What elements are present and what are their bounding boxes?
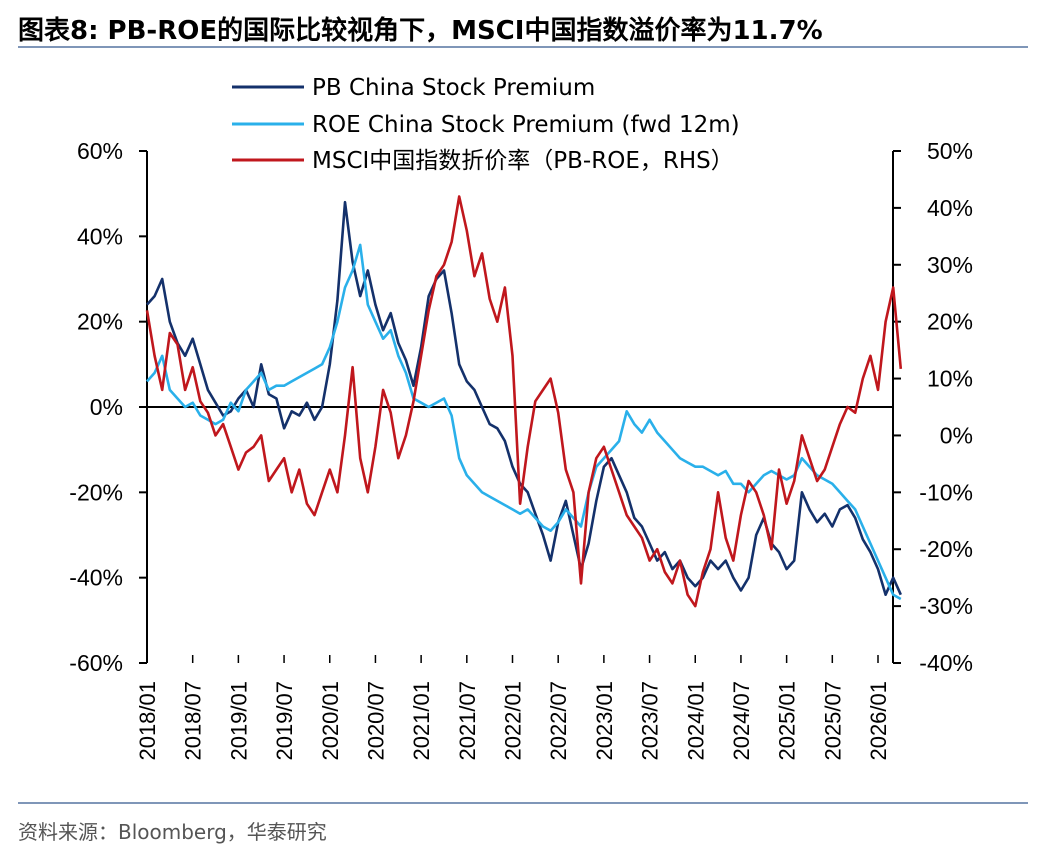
x-tick-label: 2018/01	[135, 681, 160, 761]
left-tick-label: -60%	[69, 650, 123, 676]
legend-label-1: PB China Stock Premium	[312, 75, 595, 101]
right-tick-label: -10%	[919, 479, 973, 505]
legend-label-3: MSCI中国指数折价率（PB-ROE，RHS）	[312, 148, 734, 174]
x-tick-label: 2022/01	[501, 681, 526, 761]
right-tick-label: 50%	[927, 138, 973, 164]
x-tick-label: 2024/01	[683, 681, 708, 761]
left-tick-label: 60%	[77, 138, 123, 164]
chart-title: 图表8: PB-ROE的国际比较视角下，MSCI中国指数溢价率为11.7%	[18, 16, 823, 46]
series-line-1	[146, 200, 902, 597]
right-tick-label: 0%	[940, 422, 973, 448]
left-tick-label: 20%	[77, 309, 123, 335]
source-note: 资料来源：Bloomberg，华泰研究	[18, 820, 327, 844]
x-tick-label: 2025/07	[820, 681, 845, 761]
right-tick-label: -30%	[919, 593, 973, 619]
left-tick-label: -40%	[69, 565, 123, 591]
legend-label-2: ROE China Stock Premium (fwd 12m)	[312, 112, 740, 138]
x-tick-label: 2020/01	[318, 681, 343, 761]
left-tick-label: 0%	[90, 394, 123, 420]
series-line-2	[146, 243, 902, 601]
x-tick-label: 2023/07	[638, 681, 663, 761]
x-tick-label: 2021/07	[455, 681, 480, 761]
x-tick-label: 2021/01	[409, 681, 434, 761]
right-tick-label: -20%	[919, 536, 973, 562]
legend: PB China Stock Premium ROE China Stock Pr…	[232, 75, 740, 174]
right-tick-label: -40%	[919, 650, 973, 676]
x-tick-label: 2019/07	[272, 681, 297, 761]
x-tick-label: 2024/07	[729, 681, 754, 761]
footer-rule	[18, 802, 1028, 804]
right-tick-label: 10%	[927, 366, 973, 392]
right-tick-label: 20%	[927, 309, 973, 335]
x-tick-label: 2022/07	[546, 681, 571, 761]
x-tick-label: 2023/01	[592, 681, 617, 761]
series-line-3	[145, 195, 903, 608]
axes-layer: 60% 40% 20% 0% -20% -40% -60% 50% 40% 30% 20% 10% 0%…	[69, 138, 973, 761]
title-rule	[18, 46, 1028, 48]
x-tick-label: 2026/01	[866, 681, 891, 761]
x-tick-label: 2018/07	[181, 681, 206, 761]
left-tick-label: 40%	[77, 223, 123, 249]
series-layer	[145, 195, 903, 608]
x-tick-label: 2025/01	[775, 681, 800, 761]
x-tick-label: 2020/07	[363, 681, 388, 761]
x-tick-label: 2019/01	[226, 681, 251, 761]
right-tick-label: 30%	[927, 252, 973, 278]
left-tick-label: -20%	[69, 479, 123, 505]
right-tick-label: 40%	[927, 195, 973, 221]
